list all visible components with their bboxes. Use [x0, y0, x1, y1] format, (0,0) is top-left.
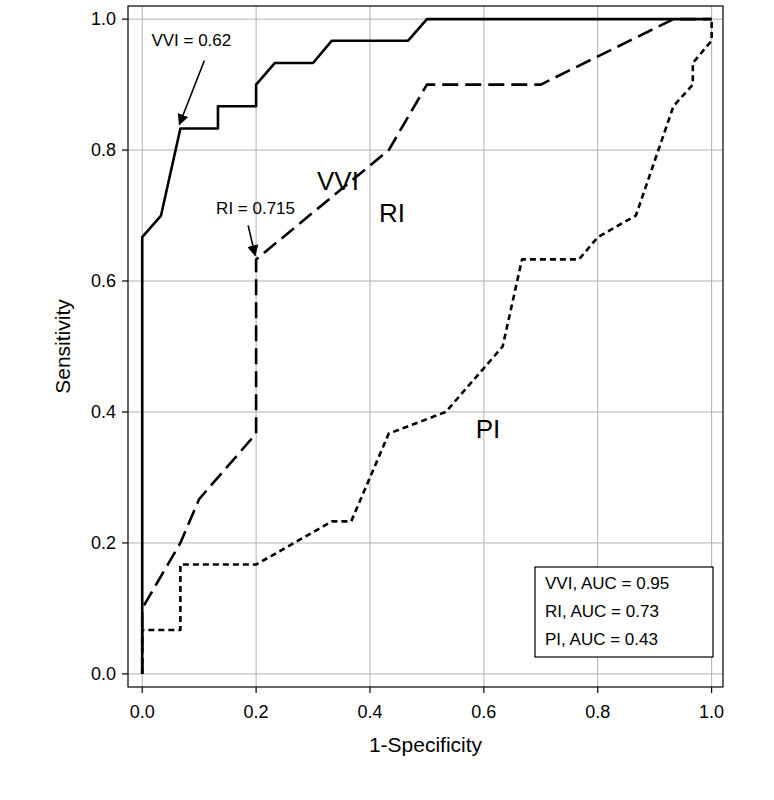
tick-label: 1.0 — [91, 9, 116, 29]
tick-label: 0.4 — [357, 702, 382, 722]
annotation: VVI = 0.62 — [151, 31, 231, 50]
tick-mark — [122, 673, 128, 674]
grid-line — [128, 542, 723, 543]
tick-label: 0.0 — [130, 702, 155, 722]
tick-mark — [142, 687, 143, 693]
tick-label: 0.6 — [91, 271, 116, 291]
legend-entry: PI, AUC = 0.43 — [545, 630, 658, 649]
annotation-arrow — [248, 225, 255, 255]
series-label: RI — [379, 198, 405, 228]
tick-mark — [122, 18, 128, 19]
tick-mark — [122, 280, 128, 281]
tick-mark — [483, 687, 484, 693]
annotation: RI = 0.715 — [216, 199, 295, 218]
grid-line — [483, 6, 484, 687]
chart: 0.0 0.2 0.4 0.6 0.8 1.0 0.0 0.2 0.4 0.6 0.8 1.0 1-Sp… — [0, 0, 774, 800]
grid-line — [128, 673, 723, 674]
series-label: PI — [476, 414, 501, 444]
tick-mark — [122, 542, 128, 543]
grid-line — [128, 281, 723, 282]
tick-label: 0.8 — [91, 140, 116, 160]
tick-mark — [256, 687, 257, 693]
series-line — [142, 19, 711, 674]
axis-label: 1-Specificity — [369, 733, 483, 756]
annotation-arrow — [179, 60, 204, 124]
grid-line — [128, 150, 723, 151]
tick-label: 0.4 — [91, 402, 116, 422]
tick-label: 0.6 — [471, 702, 496, 722]
tick-mark — [711, 687, 712, 693]
legend — [535, 567, 713, 657]
legend-entry: RI, AUC = 0.73 — [545, 602, 659, 621]
tick-mark — [597, 687, 598, 693]
plot-frame — [128, 6, 723, 687]
grid-line — [128, 411, 723, 412]
tick-label: 0.0 — [91, 664, 116, 684]
tick-mark — [122, 411, 128, 412]
grid-line — [256, 6, 257, 687]
tick-mark — [369, 687, 370, 693]
tick-label: 0.8 — [585, 702, 610, 722]
grid-line — [369, 6, 370, 687]
tick-label: 0.2 — [91, 533, 116, 553]
tick-label: 1.0 — [699, 702, 724, 722]
series-line — [142, 19, 711, 674]
plot-area — [142, 19, 711, 674]
tick-mark — [122, 149, 128, 150]
axis-label: Sensitivity — [51, 299, 74, 394]
tick-label: 0.2 — [244, 702, 269, 722]
legend-entry: VVI, AUC = 0.95 — [545, 574, 669, 593]
series-line — [142, 19, 711, 674]
series-label: VVI — [317, 166, 359, 196]
